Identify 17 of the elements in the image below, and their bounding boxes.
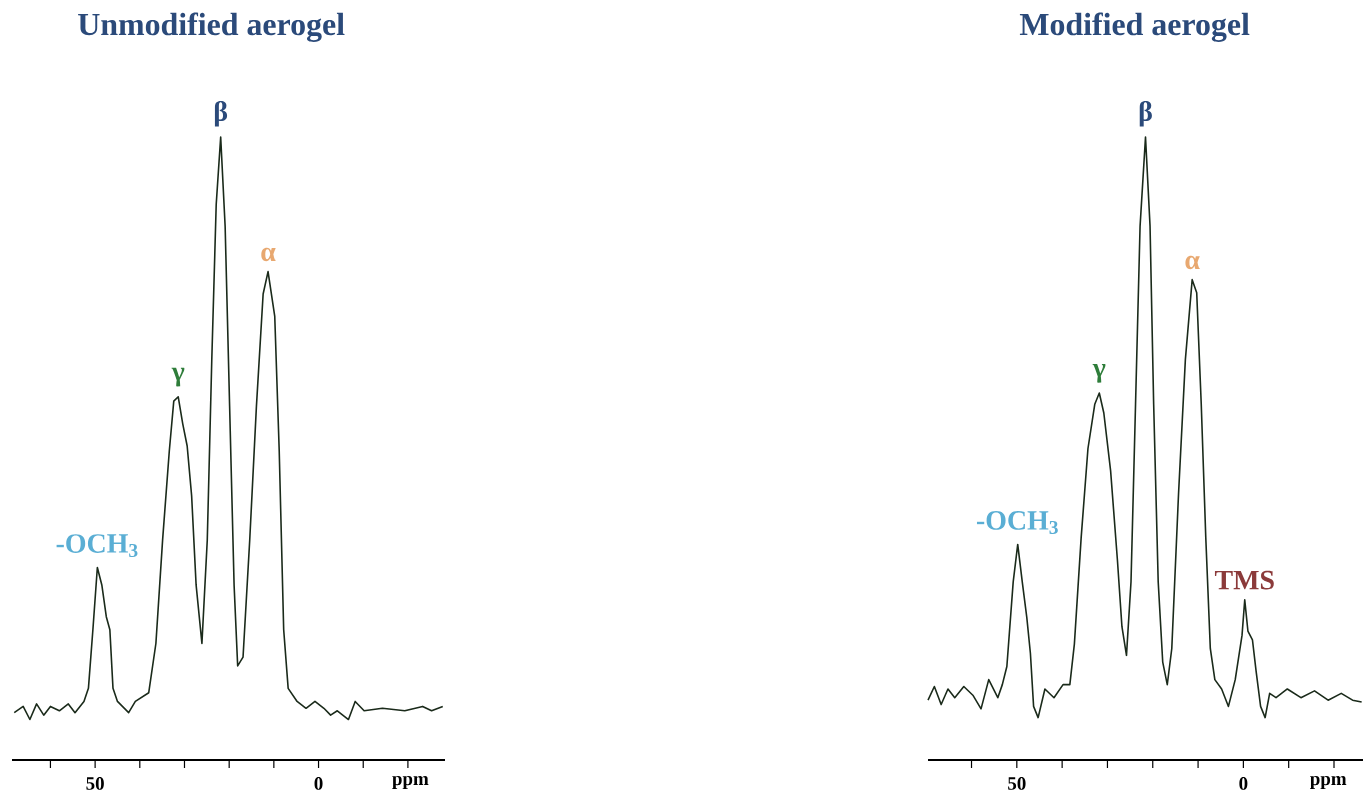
annotation: TMS <box>1214 570 1274 590</box>
x-tick-label: 0 <box>1239 777 1248 790</box>
x-tick-label: 50 <box>1008 777 1026 790</box>
chart-title: Modified aerogel <box>1019 12 1250 42</box>
annotation: α <box>1185 255 1200 270</box>
annotation: γ <box>1092 363 1106 383</box>
annotation: -OCH$_{3}$ <box>976 511 1058 535</box>
annotation: β <box>1139 101 1152 127</box>
chart-title: Unmodified aerogel <box>78 12 345 42</box>
annotation: α <box>261 247 276 262</box>
x-tick-label: 50 <box>86 777 104 790</box>
annotation: β <box>214 101 228 127</box>
x-tick-label: 0 <box>314 777 323 790</box>
annotation: γ <box>171 367 185 387</box>
x-axis-title: ppm <box>392 776 429 789</box>
annotation: -OCH$_{3}$ <box>56 534 138 558</box>
x-axis-title: ppm <box>1310 776 1347 789</box>
